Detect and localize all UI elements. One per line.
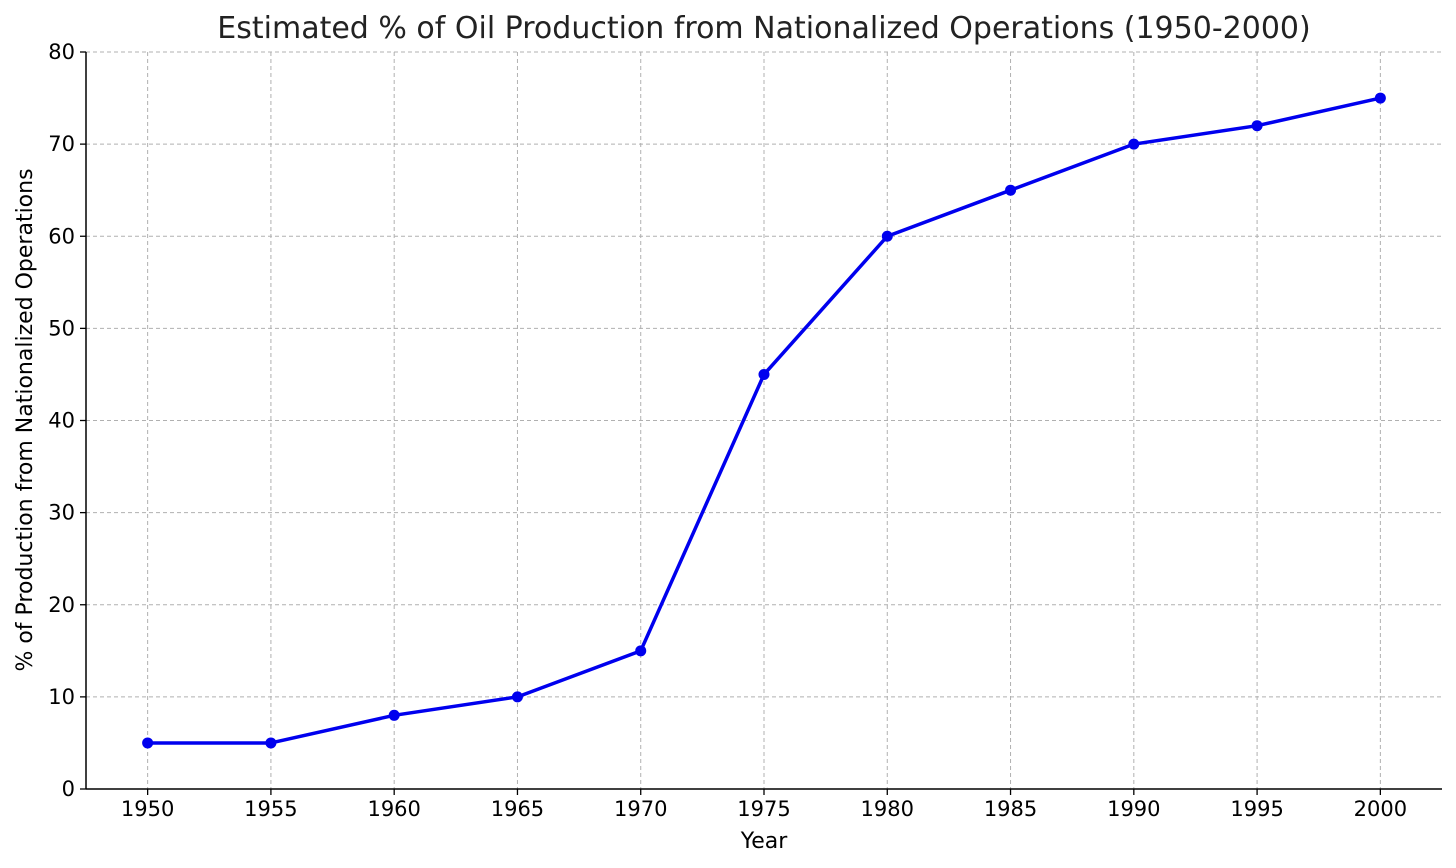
y-tick-label: 10 bbox=[48, 685, 75, 709]
y-tick-label: 40 bbox=[48, 409, 75, 433]
data-point bbox=[1251, 120, 1263, 132]
data-point bbox=[388, 709, 400, 721]
x-tick-label: 2000 bbox=[1354, 797, 1407, 821]
x-tick-label: 1950 bbox=[121, 797, 174, 821]
y-tick-label: 20 bbox=[48, 593, 75, 617]
ticks: 1950 1955 1960 1965 1970 1975 1980 1985 1990 1995… bbox=[48, 40, 1407, 821]
data-point bbox=[635, 645, 647, 657]
x-axis-title: Year bbox=[740, 829, 789, 854]
data-point bbox=[1128, 138, 1140, 150]
x-tick-label: 1975 bbox=[737, 797, 790, 821]
series bbox=[142, 92, 1386, 749]
x-tick-label: 1990 bbox=[1107, 797, 1160, 821]
data-point bbox=[265, 737, 277, 749]
data-point bbox=[881, 230, 893, 242]
y-tick-label: 0 bbox=[62, 777, 75, 801]
x-tick-label: 1960 bbox=[367, 797, 420, 821]
data-point bbox=[1374, 92, 1386, 104]
x-tick-label: 1955 bbox=[244, 797, 297, 821]
y-tick-label: 30 bbox=[48, 501, 75, 525]
y-tick-label: 70 bbox=[48, 132, 75, 156]
x-tick-label: 1995 bbox=[1230, 797, 1283, 821]
y-tick-label: 80 bbox=[48, 40, 75, 64]
data-point bbox=[142, 737, 154, 749]
y-tick-label: 60 bbox=[48, 224, 75, 248]
data-point bbox=[511, 691, 523, 703]
x-tick-label: 1980 bbox=[861, 797, 914, 821]
chart-title: Estimated % of Oil Production from Natio… bbox=[217, 11, 1310, 46]
x-tick-label: 1970 bbox=[614, 797, 667, 821]
grid bbox=[86, 51, 1442, 790]
data-point bbox=[758, 368, 770, 380]
y-tick-label: 50 bbox=[48, 316, 75, 340]
x-tick-label: 1965 bbox=[491, 797, 544, 821]
y-axis-title: % of Production from Nationalized Operat… bbox=[13, 168, 38, 671]
data-point bbox=[1005, 184, 1017, 196]
x-tick-label: 1985 bbox=[984, 797, 1037, 821]
